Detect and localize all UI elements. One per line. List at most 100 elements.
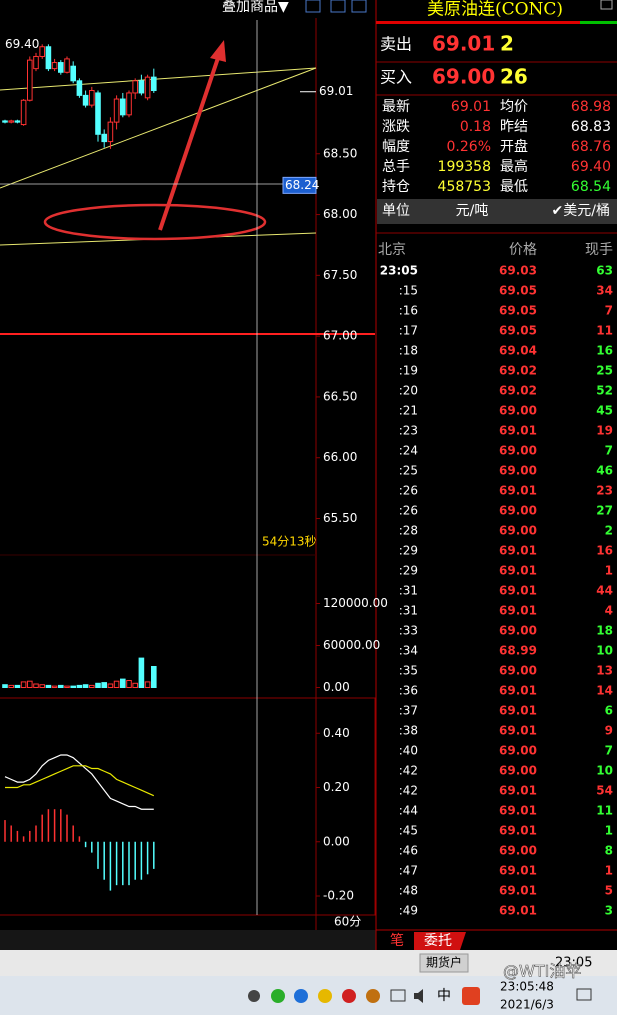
- tick-volume: 1: [605, 864, 613, 878]
- tick-time: :29: [399, 564, 418, 578]
- tick-price: 69.01: [499, 904, 537, 918]
- tray-icon[interactable]: [271, 989, 285, 1003]
- tick-time: :31: [399, 604, 418, 618]
- stat-label: 幅度: [382, 139, 410, 155]
- account[interactable]: 期货户: [426, 955, 462, 970]
- overlay-button[interactable]: 叠加商品▼: [222, 0, 289, 15]
- stat-value: 199358: [438, 159, 491, 175]
- stat-value: 69.01: [451, 99, 491, 115]
- tick-price: 69.00: [499, 444, 537, 458]
- tick-volume: 44: [596, 584, 613, 598]
- volume-bar: [132, 682, 138, 688]
- tick-price: 69.02: [499, 364, 537, 378]
- tray-icon[interactable]: [390, 989, 406, 1002]
- tick-time: :16: [399, 304, 418, 318]
- tick-time: :48: [399, 884, 418, 898]
- tick-volume: 34: [596, 284, 613, 298]
- volume-icon[interactable]: [414, 989, 423, 1003]
- status-strip: [0, 950, 617, 976]
- volume-bar: [138, 657, 145, 688]
- stat-label: 开盘: [500, 138, 528, 155]
- watermark: @WTI油苹: [503, 962, 581, 981]
- cursor-price-box: [282, 176, 317, 194]
- tray-icon[interactable]: [366, 989, 380, 1003]
- tick-volume: 18: [596, 624, 613, 638]
- y-tick-label: 0.40: [323, 726, 350, 740]
- unit-option[interactable]: 元/吨: [456, 203, 489, 219]
- arrow-shaft: [158, 54, 221, 231]
- tick-time: :31: [399, 584, 418, 598]
- tick-price: 69.01: [499, 704, 537, 718]
- tab[interactable]: 委托: [424, 933, 452, 949]
- volume-bar: [76, 684, 83, 689]
- tick-price: 69.04: [499, 344, 537, 358]
- cursor-price: 68.24: [285, 178, 319, 192]
- buy-price: 69.00: [432, 65, 495, 89]
- candle-body: [144, 76, 151, 99]
- account-button[interactable]: [419, 953, 469, 973]
- candle-body: [89, 90, 95, 106]
- nav-icon[interactable]: [305, 0, 321, 13]
- tick-time: :42: [399, 764, 418, 778]
- window-icon[interactable]: [600, 0, 613, 10]
- notification-icon[interactable]: [576, 988, 592, 1001]
- unit-option[interactable]: ✔美元/桶: [552, 203, 610, 219]
- nav-icon[interactable]: [351, 0, 367, 13]
- y-tick-label: 60000.00: [323, 638, 380, 652]
- tick-volume: 52: [596, 384, 613, 398]
- tick-time: :29: [399, 544, 418, 558]
- tray-icon[interactable]: [318, 989, 332, 1003]
- tick-volume: 13: [596, 664, 613, 678]
- last-price: 69.01: [319, 84, 353, 98]
- tick-price: 69.00: [499, 844, 537, 858]
- tick-list: 23:05 69.03 63:15 69.05 34:16 69.05 7:17 69.05 1…: [380, 264, 613, 918]
- tick-price: 69.02: [499, 384, 537, 398]
- tick-time: :36: [399, 684, 418, 698]
- tick-volume: 10: [596, 764, 613, 778]
- trend-line: [0, 67, 317, 91]
- tick-price: 69.00: [499, 524, 537, 538]
- candle-body: [33, 55, 39, 70]
- sell-volume: 2: [500, 32, 514, 56]
- tab-bg: [414, 932, 466, 950]
- volume-bar: [120, 678, 126, 688]
- ime[interactable]: 中: [437, 988, 451, 1004]
- tick-volume: 54: [596, 784, 613, 798]
- candle-body: [95, 92, 101, 135]
- candle-body: [64, 58, 70, 73]
- tick-time: :34: [399, 644, 418, 658]
- countdown: 54分13秒: [262, 535, 317, 549]
- candle-body: [14, 120, 21, 123]
- y-tick-label: -0.20: [323, 889, 354, 903]
- tick-time: :47: [399, 864, 418, 878]
- tick-volume: 7: [605, 304, 613, 318]
- tray-icon[interactable]: [462, 987, 480, 1005]
- candle-body: [120, 98, 126, 116]
- volume-bar: [113, 680, 120, 689]
- tick-time: :45: [399, 824, 418, 838]
- trend-line: [0, 67, 317, 189]
- candle-body: [2, 120, 8, 123]
- tick-price: 69.01: [499, 884, 537, 898]
- stat-label: 最低: [500, 179, 528, 195]
- volume-bar: [39, 684, 46, 689]
- tick-price: 69.01: [499, 584, 537, 598]
- nav-icon[interactable]: [330, 0, 346, 13]
- tray-icon[interactable]: [294, 989, 308, 1003]
- sell-price: 69.01: [432, 32, 495, 56]
- unit-bar: [377, 199, 617, 224]
- volume-bar: [58, 684, 64, 689]
- tray-icon[interactable]: [342, 989, 356, 1003]
- tick-price: 68.99: [499, 644, 537, 658]
- tray-icon[interactable]: [248, 990, 260, 1002]
- volume-bar: [89, 684, 95, 689]
- tick-time: :38: [399, 724, 418, 738]
- candle-body: [76, 80, 83, 96]
- highlight-ellipse: [43, 203, 267, 241]
- tick-time: :37: [399, 704, 418, 718]
- tab[interactable]: 笔: [390, 933, 404, 949]
- volume-bar: [70, 685, 77, 688]
- y-tick-label: 67.50: [323, 268, 357, 282]
- tick-time: :17: [399, 324, 418, 338]
- clock-small: 23:05: [555, 956, 592, 971]
